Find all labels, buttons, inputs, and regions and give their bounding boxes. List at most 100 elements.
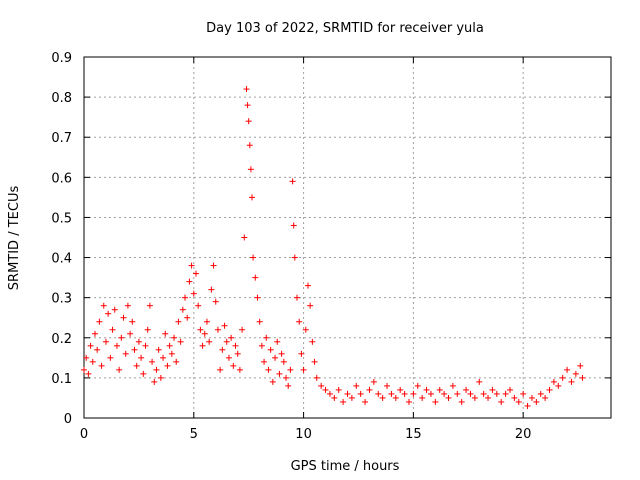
data-point [124, 302, 131, 309]
data-point [454, 390, 461, 397]
data-point [568, 378, 575, 385]
data-point [140, 370, 147, 377]
data-point [149, 358, 156, 365]
y-tick-label: 0.2 [51, 332, 72, 347]
data-point [107, 354, 114, 361]
data-point [144, 326, 151, 333]
data-point [304, 282, 311, 289]
data-point [524, 402, 531, 409]
data-point [298, 350, 305, 357]
y-tick-label: 0.4 [51, 252, 72, 267]
x-tick-label: 0 [80, 427, 88, 442]
data-point [296, 318, 303, 325]
data-point [210, 262, 217, 269]
data-point [283, 374, 290, 381]
data-point [493, 390, 500, 397]
data-point [248, 194, 255, 201]
data-point [322, 386, 329, 393]
y-axis-label: SRMTID / TECUs [7, 186, 22, 291]
data-point [109, 326, 116, 333]
data-point [96, 318, 103, 325]
data-point [280, 358, 287, 365]
data-point [379, 394, 386, 401]
data-point [138, 354, 145, 361]
data-point [91, 330, 98, 337]
data-point [217, 366, 224, 373]
y-tick-label: 0.9 [51, 51, 72, 66]
chart-title: Day 103 of 2022, SRMTID for receiver yul… [206, 21, 484, 36]
data-point [265, 366, 272, 373]
data-point [135, 338, 142, 345]
y-tick-label: 0.1 [51, 372, 72, 387]
data-point [485, 394, 492, 401]
data-point [195, 302, 202, 309]
data-point [186, 278, 193, 285]
data-point [326, 390, 333, 397]
data-point [151, 378, 158, 385]
data-point [506, 386, 513, 393]
data-point [480, 390, 487, 397]
data-point [184, 314, 191, 321]
data-point [410, 390, 417, 397]
data-point [384, 382, 391, 389]
data-point [201, 330, 208, 337]
data-point [289, 178, 296, 185]
data-point [263, 334, 270, 341]
data-point [344, 390, 351, 397]
data-point [572, 370, 579, 377]
data-point [153, 366, 160, 373]
data-point [241, 234, 248, 241]
data-point [173, 358, 180, 365]
data-point [188, 262, 195, 269]
data-point [302, 326, 309, 333]
data-point [276, 370, 283, 377]
data-point [199, 342, 206, 349]
data-point [175, 318, 182, 325]
data-point [318, 382, 325, 389]
data-point [463, 386, 470, 393]
data-point [555, 382, 562, 389]
data-point [157, 374, 164, 381]
data-point [133, 362, 140, 369]
data-point [98, 362, 105, 369]
data-point [177, 338, 184, 345]
data-point [542, 394, 549, 401]
data-point [100, 302, 107, 309]
data-point [89, 358, 96, 365]
data-point [577, 362, 584, 369]
data-point [254, 294, 261, 301]
data-point [290, 222, 297, 229]
data-point [293, 294, 300, 301]
data-point [166, 342, 173, 349]
data-point [274, 338, 281, 345]
data-point [441, 390, 448, 397]
data-point [232, 342, 239, 349]
data-point [502, 390, 509, 397]
data-point [113, 342, 120, 349]
data-point [162, 330, 169, 337]
data-point [537, 390, 544, 397]
data-point [116, 366, 123, 373]
data-point [520, 390, 527, 397]
data-point [225, 354, 232, 361]
data-point [168, 350, 175, 357]
data-point [155, 346, 162, 353]
data-point [331, 394, 338, 401]
data-point [111, 306, 118, 313]
x-tick-label: 15 [405, 427, 422, 442]
data-point [85, 370, 92, 377]
data-point [550, 378, 557, 385]
data-point [313, 374, 320, 381]
data-point [142, 342, 149, 349]
data-point [269, 378, 276, 385]
data-point [309, 338, 316, 345]
data-point [105, 310, 112, 317]
x-tick-label: 10 [295, 427, 312, 442]
data-point [179, 306, 186, 313]
data-point [401, 390, 408, 397]
data-point [129, 318, 136, 325]
data-point [102, 338, 109, 345]
data-point [206, 338, 213, 345]
data-point [300, 366, 307, 373]
data-point [94, 346, 101, 353]
